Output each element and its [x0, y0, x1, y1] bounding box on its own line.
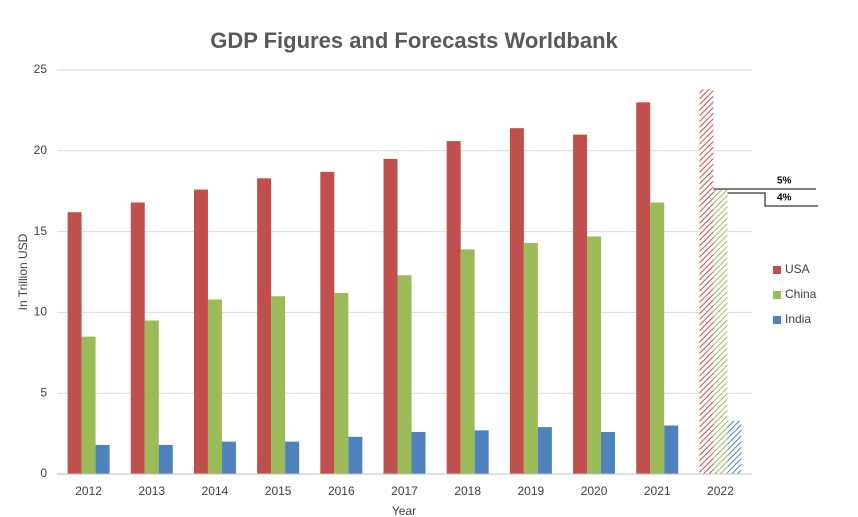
- x-tick-label: 2020: [581, 484, 608, 498]
- bar: [348, 436, 363, 474]
- bar: [523, 242, 538, 474]
- legend-label: China: [785, 287, 817, 301]
- bar: [334, 293, 349, 474]
- annotation: 5%: [777, 176, 792, 187]
- bar: [81, 336, 96, 474]
- bar: [650, 202, 665, 474]
- bar: [727, 420, 742, 474]
- y-tick-label: 25: [34, 62, 48, 76]
- bar: [587, 236, 602, 474]
- bar: [193, 189, 208, 475]
- bar: [446, 141, 461, 474]
- annotation-line: [710, 192, 818, 207]
- y-tick-label: 20: [34, 143, 48, 157]
- legend-swatch: [773, 291, 781, 299]
- bar: [573, 134, 588, 474]
- annotation: 4%: [777, 193, 792, 204]
- bar: [257, 178, 272, 474]
- legend-swatch: [773, 316, 781, 324]
- legend-label: USA: [785, 262, 810, 276]
- bar: [713, 189, 728, 475]
- bar: [509, 128, 524, 474]
- bar: [271, 296, 286, 474]
- x-tick-label: 2019: [518, 484, 545, 498]
- bar: [699, 89, 714, 474]
- x-tick-label: 2015: [265, 484, 292, 498]
- y-tick-label: 15: [34, 224, 48, 238]
- x-tick-label: 2017: [391, 484, 418, 498]
- bar: [207, 299, 222, 474]
- x-tick-label: 2012: [75, 484, 102, 498]
- y-tick-label: 0: [40, 466, 47, 480]
- x-tick-label: 2021: [644, 484, 671, 498]
- bar: [95, 444, 110, 474]
- bar: [460, 249, 475, 474]
- bar: [158, 444, 173, 474]
- bar: [397, 275, 412, 474]
- legend-label: India: [785, 312, 811, 326]
- x-tick-label: 2016: [328, 484, 355, 498]
- bar: [601, 431, 616, 474]
- x-axis-label: Year: [392, 504, 416, 517]
- bar: [285, 441, 300, 474]
- legend-swatch: [773, 266, 781, 274]
- y-tick-label: 10: [34, 305, 48, 319]
- y-axis-label: In Trillion USD: [16, 233, 30, 310]
- x-tick-label: 2013: [138, 484, 165, 498]
- bar: [67, 212, 82, 474]
- bar: [144, 320, 159, 474]
- annotation-lines: [708, 188, 818, 207]
- x-tick-label: 2018: [454, 484, 481, 498]
- bar: [130, 202, 145, 474]
- bar: [636, 102, 651, 474]
- bar: [474, 430, 489, 474]
- bar: [383, 158, 398, 474]
- y-tick-label: 5: [40, 385, 47, 399]
- bar: [411, 431, 426, 474]
- x-tick-label: 2022: [707, 484, 734, 498]
- chart-title: GDP Figures and Forecasts Worldbank: [210, 28, 618, 53]
- bar: [320, 171, 335, 475]
- bar: [221, 441, 236, 474]
- bar: [537, 427, 552, 474]
- x-tick-label: 2014: [202, 484, 229, 498]
- bar: [664, 425, 679, 474]
